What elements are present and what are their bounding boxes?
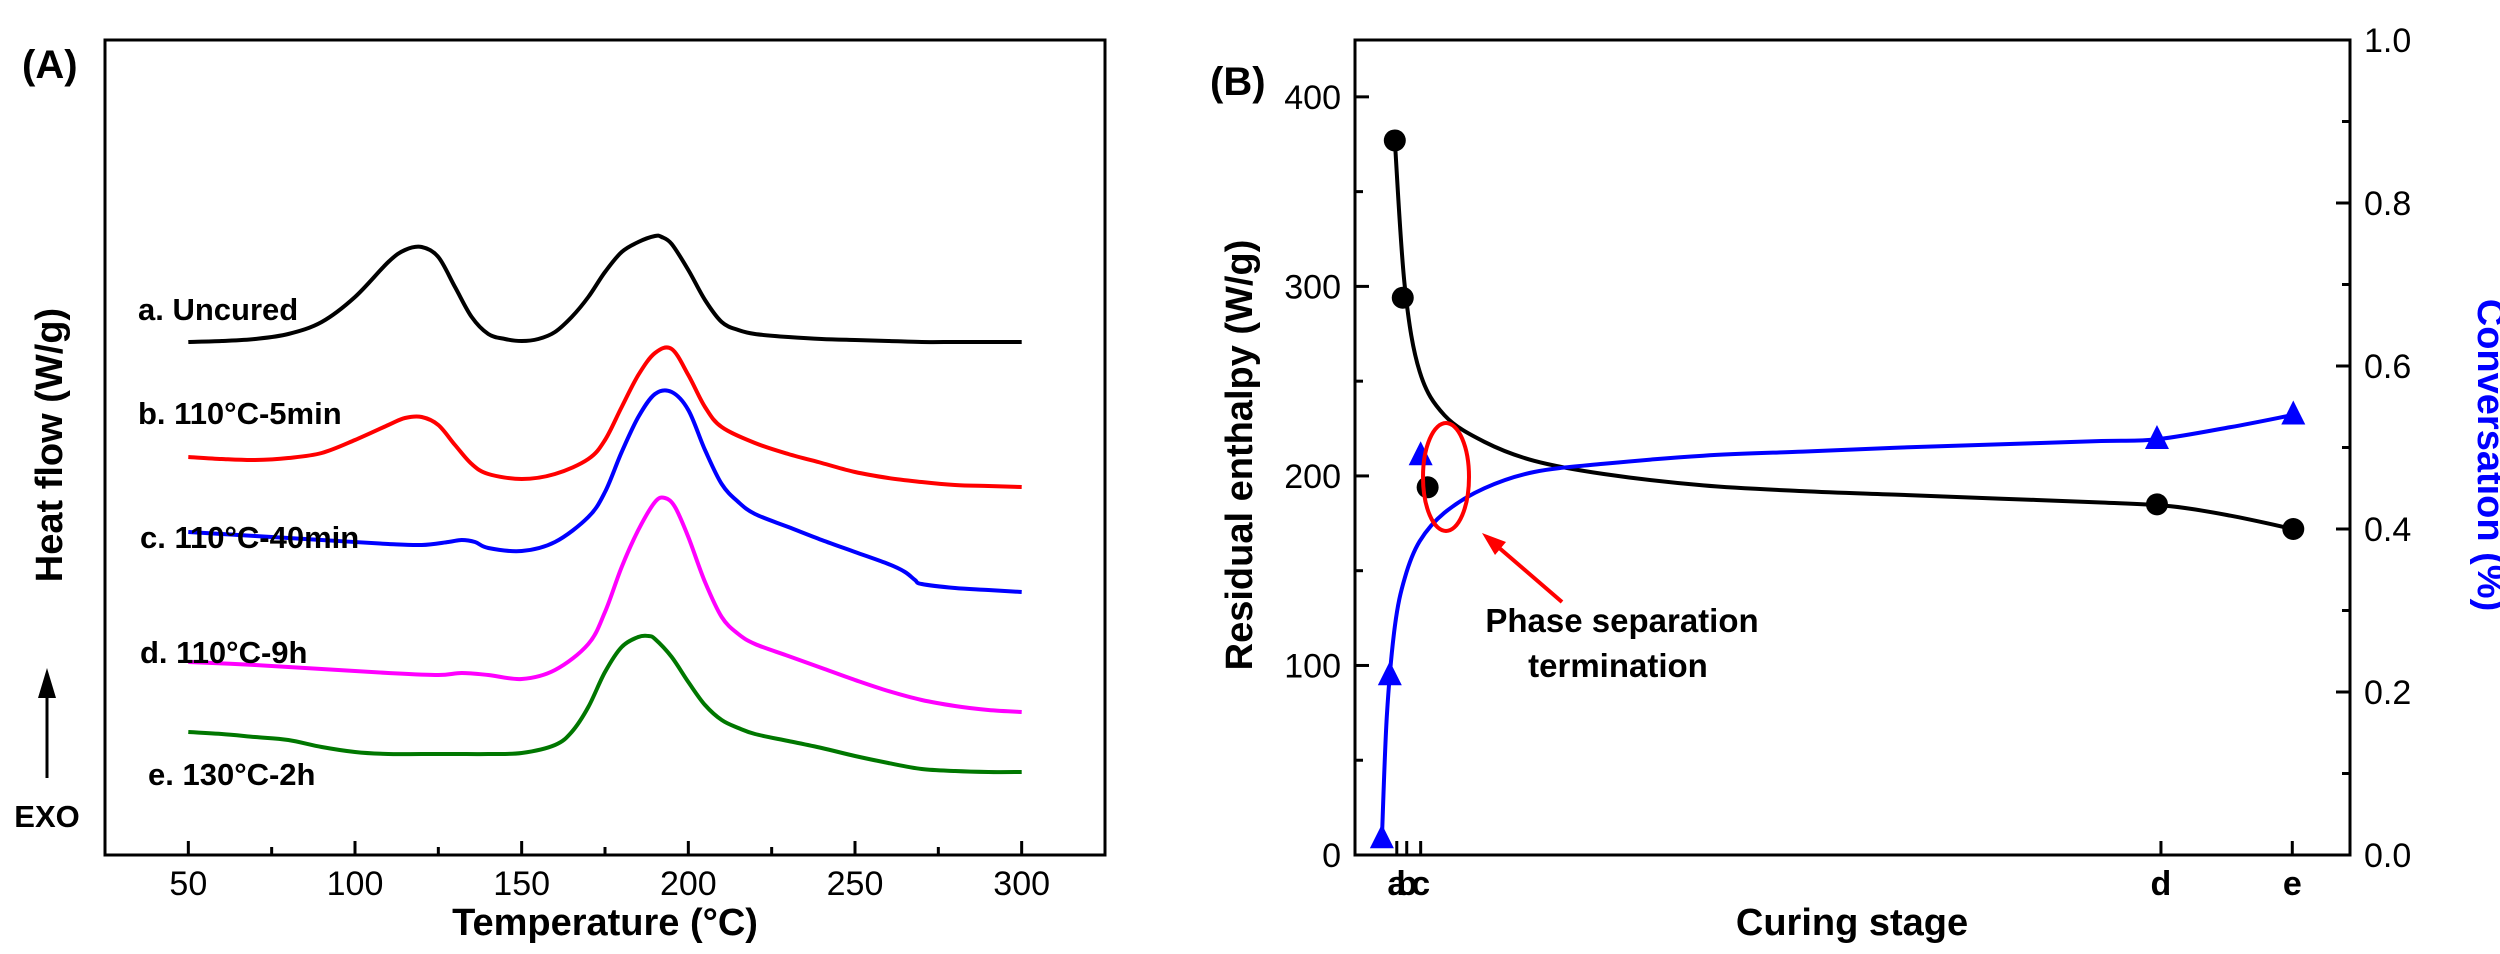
panel-a-x-tick-label: 100 <box>327 865 384 903</box>
panel-b: (B) 0 100 200 300 400 0.0 0.2 0.4 0.6 0.8 1.0 abc… <box>1210 22 2500 944</box>
panel-b-left-tick-label: 400 <box>1284 79 1341 117</box>
panel-a-curve-b <box>188 345 1022 489</box>
panel-b-left-tick-label: 300 <box>1284 268 1341 306</box>
annotation-line-2: termination <box>1528 647 1708 684</box>
panel-b-x-tick-label: a <box>1387 865 1407 903</box>
panel-b-left-axis-title: Residual enthalpy (W/g) <box>1219 240 1261 671</box>
panel-a-curve-label-b: b. 110°C-5min <box>138 396 342 431</box>
panel-b-fit-conversion <box>1379 412 2294 839</box>
panel-b-plot-frame <box>1353 38 2352 857</box>
panel-b-label: (B) <box>1210 60 1266 104</box>
annotation-arrow-shaft <box>1488 538 1564 604</box>
panel-b-left-tick-label: 200 <box>1284 458 1341 496</box>
exo-label: EXO <box>14 799 79 834</box>
panel-b-right-tick-label: 0.4 <box>2364 511 2411 549</box>
panel-b-conversion-point <box>2281 400 2306 425</box>
panel-b-x-tick-label: b <box>1396 865 1417 903</box>
annotation-arrow-icon <box>1482 533 1506 555</box>
panel-b-right-tick-label: 1.0 <box>2364 22 2411 60</box>
panel-a-curve-label-e: e. 130°C-2h <box>148 757 315 792</box>
panel-b-left-tick-label: 100 <box>1284 647 1341 685</box>
panel-b-conversion-point <box>1408 441 1433 466</box>
annotation-line-1: Phase separation <box>1485 602 1758 639</box>
panel-a-curve-d <box>188 495 1022 714</box>
panel-a-x-axis-title: Temperature (°C) <box>452 902 758 944</box>
panel-a-curve-a <box>188 233 1022 345</box>
panel-a-x-tick-label: 300 <box>993 865 1050 903</box>
panel-b-enthalpy-point <box>2145 493 2168 516</box>
panel-a-curve-e <box>188 633 1022 775</box>
panel-a-x-tick-label: 200 <box>660 865 717 903</box>
panel-b-right-ticks: 0.0 0.2 0.4 0.6 0.8 1.0 <box>2336 22 2411 875</box>
panel-b-right-tick-label: 0.6 <box>2364 348 2411 386</box>
panel-a-x-ticks: 50 100 150 200 250 300 <box>169 841 1050 903</box>
panel-a-label: (A) <box>22 43 78 87</box>
panel-a-x-tick-label: 250 <box>827 865 884 903</box>
panel-a: (A) 50 100 150 200 250 300 a. Uncured b. 110°C… <box>14 38 1107 944</box>
panel-b-conversion-point <box>1369 824 1394 849</box>
panel-b-fit-enthalpy <box>1392 140 2294 531</box>
panel-a-curve-labels: a. Uncured b. 110°C-5min c. 110°C-40min d. … <box>138 292 359 792</box>
panel-b-left-ticks: 0 100 200 300 400 <box>1284 79 1369 875</box>
panel-b-x-ticks: abc d e <box>1387 841 2302 903</box>
panel-b-enthalpy-point <box>2282 518 2305 540</box>
panel-b-x-tick-label: d <box>2151 865 2172 903</box>
panel-b-series <box>1369 129 2306 849</box>
panel-b-right-tick-label: 0.0 <box>2364 837 2411 875</box>
panel-b-x-axis-title: Curing stage <box>1736 902 1968 944</box>
panel-b-enthalpy-point <box>1391 286 1414 309</box>
panel-b-x-tick-label: e <box>2283 865 2302 903</box>
panel-b-right-tick-label: 0.8 <box>2364 185 2411 223</box>
panel-a-plot-frame <box>103 38 1107 857</box>
panel-a-curve-label-a: a. Uncured <box>138 292 298 327</box>
panel-b-right-axis-title: Conversation (%) <box>2469 299 2500 611</box>
panel-a-x-tick-label: 150 <box>493 865 550 903</box>
phase-separation-annotation: Phase separation termination <box>1421 421 1759 684</box>
panel-b-enthalpy-point <box>1383 129 1406 152</box>
exo-arrow-icon <box>38 668 56 778</box>
panel-b-conversion-point <box>1377 661 1402 686</box>
panel-b-right-tick-label: 0.2 <box>2364 674 2411 712</box>
panel-a-curve-label-c: c. 110°C-40min <box>140 520 359 555</box>
panel-a-curves <box>188 233 1022 775</box>
panel-a-curve-label-d: d. 110°C-9h <box>140 635 307 670</box>
panel-a-y-axis-title: Heat flow (W/g) <box>29 308 71 582</box>
panel-a-curve-c <box>188 388 1022 594</box>
highlight-ellipse <box>1421 421 1471 533</box>
panel-b-conversion-point <box>2144 424 2169 449</box>
panel-b-left-tick-label: 0 <box>1322 837 1341 875</box>
panel-a-x-tick-label: 50 <box>169 865 207 903</box>
panel-b-enthalpy-point <box>1416 476 1439 499</box>
panel-b-x-tick-label: c <box>1411 865 1430 903</box>
